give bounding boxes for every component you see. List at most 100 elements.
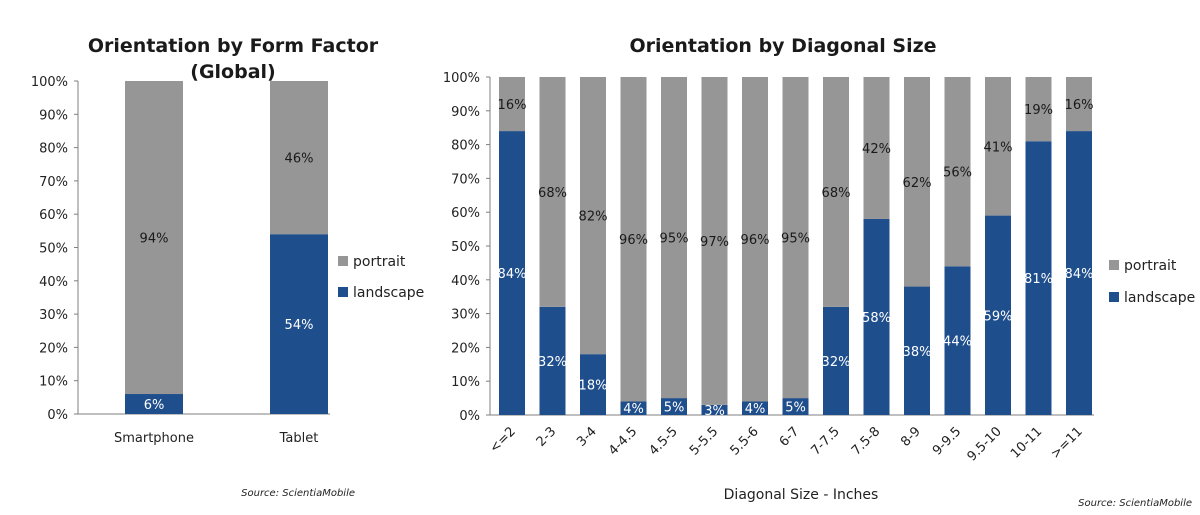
x-category-label: 3-4 [574,424,600,450]
y-tick-label: 100% [31,75,68,90]
x-category-label: >=11 [1048,424,1086,462]
legend-swatch-landscape [338,287,348,297]
bar-landscape [270,234,328,414]
y-tick-label: 10% [451,375,480,390]
y-tick-label: 10% [39,375,68,390]
bar-landscape [580,354,606,415]
bar-portrait [580,77,606,355]
y-tick-label: 20% [451,341,480,356]
x-category-label: 4.5-5 [646,424,680,458]
bar-landscape [499,131,525,415]
legend-label-portrait: portrait [353,254,406,270]
x-axis-title: Diagonal Size - Inches [724,487,879,503]
y-tick-label: 70% [39,175,68,190]
x-category-label: 7-7.5 [808,424,842,458]
bar-portrait [701,77,728,405]
data-label-landscape: 84% [1065,267,1094,282]
data-label-portrait: 97% [700,235,729,250]
bar-landscape [661,398,687,415]
y-tick-label: 80% [451,139,480,154]
x-category-label: 5-5.5 [687,424,721,458]
bar-portrait [904,77,930,287]
bar-landscape [985,215,1011,415]
x-category-label: 7.5-8 [849,424,883,458]
legend-label-portrait: portrait [1124,258,1177,274]
data-label-portrait: 68% [822,186,851,201]
bar-portrait [985,77,1011,216]
bar-portrait [742,77,768,402]
bar-landscape [125,394,183,414]
data-label-landscape: 5% [785,401,806,416]
data-label-landscape: 32% [822,355,851,370]
data-label-landscape: 38% [903,345,932,360]
x-category-label: 8-9 [898,424,924,450]
form-factor-chart-title-line2: (Global) [190,61,275,83]
data-label-portrait: 96% [619,233,648,248]
legend-swatch-portrait [338,256,348,266]
x-category-label: <=2 [487,424,519,456]
data-label-portrait: 46% [285,152,314,167]
y-tick-label: 60% [451,206,480,221]
data-label-portrait: 56% [943,166,972,181]
bar-portrait [661,77,687,399]
data-label-portrait: 95% [781,232,810,247]
data-label-portrait: 19% [1024,103,1053,118]
bar-portrait [539,77,566,307]
bar-portrait [782,77,809,399]
data-label-landscape: 4% [623,402,644,417]
data-label-portrait: 42% [862,142,891,157]
form-factor-chart: Orientation by Form Factor (Global) 0% 10… [31,35,424,499]
x-category-label: 9-9.5 [930,424,964,458]
data-label-landscape: 59% [984,309,1013,324]
y-tick-label: 50% [451,240,480,255]
bar-portrait [1025,77,1052,142]
data-label-portrait: 16% [1065,98,1094,113]
y-tick-label: 90% [451,105,480,120]
data-label-landscape: 18% [579,379,608,394]
data-label-portrait: 96% [741,233,770,248]
y-tick-label: 90% [39,108,68,123]
y-tick-label: 80% [39,142,68,157]
data-label-landscape: 58% [862,311,891,326]
legend-swatch-portrait [1109,260,1119,270]
legend-label-landscape: landscape [353,285,424,301]
data-label-landscape: 4% [745,402,766,417]
x-category-label: 9.5-10 [965,424,1005,464]
bar-landscape [904,286,930,415]
data-label-landscape: 44% [943,335,972,350]
bar-landscape [701,404,728,415]
y-tick-label: 0% [459,409,480,424]
y-tick-label: 30% [39,308,68,323]
form-factor-legend: portrait landscape [338,254,424,301]
legend-label-landscape: landscape [1124,290,1195,306]
y-tick-label: 20% [39,341,68,356]
data-label-landscape: 6% [144,398,165,413]
data-label-landscape: 81% [1024,272,1053,287]
data-label-portrait: 82% [579,210,608,225]
form-factor-source: Source: ScientiaMobile [241,488,355,499]
bar-landscape [539,306,566,415]
bar-landscape [742,401,768,415]
diagonal-size-source: Source: ScientiaMobile [1078,498,1192,509]
bar-portrait [125,81,183,395]
y-tick-label: 30% [451,308,480,323]
bar-portrait [823,77,849,307]
bar-portrait [499,77,525,132]
x-category-label: 4-4.5 [606,424,640,458]
bar-portrait [863,77,890,219]
x-category-label: 6-7 [777,424,803,450]
data-label-landscape: 32% [538,355,567,370]
x-category-label: 10-11 [1008,424,1045,461]
bar-landscape [1025,141,1052,415]
data-label-landscape: 54% [285,318,314,333]
diagonal-size-legend: portrait landscape [1109,258,1195,306]
y-tick-label: 100% [443,71,480,86]
diagonal-size-chart: Orientation by Diagonal Size 0% 10% 20% 30%… [443,35,1195,509]
bar-landscape [782,398,809,415]
y-tick-label: 40% [39,275,68,290]
data-label-portrait: 95% [660,232,689,247]
bar-portrait [1066,77,1092,132]
data-label-portrait: 94% [140,232,169,247]
data-label-portrait: 68% [538,186,567,201]
